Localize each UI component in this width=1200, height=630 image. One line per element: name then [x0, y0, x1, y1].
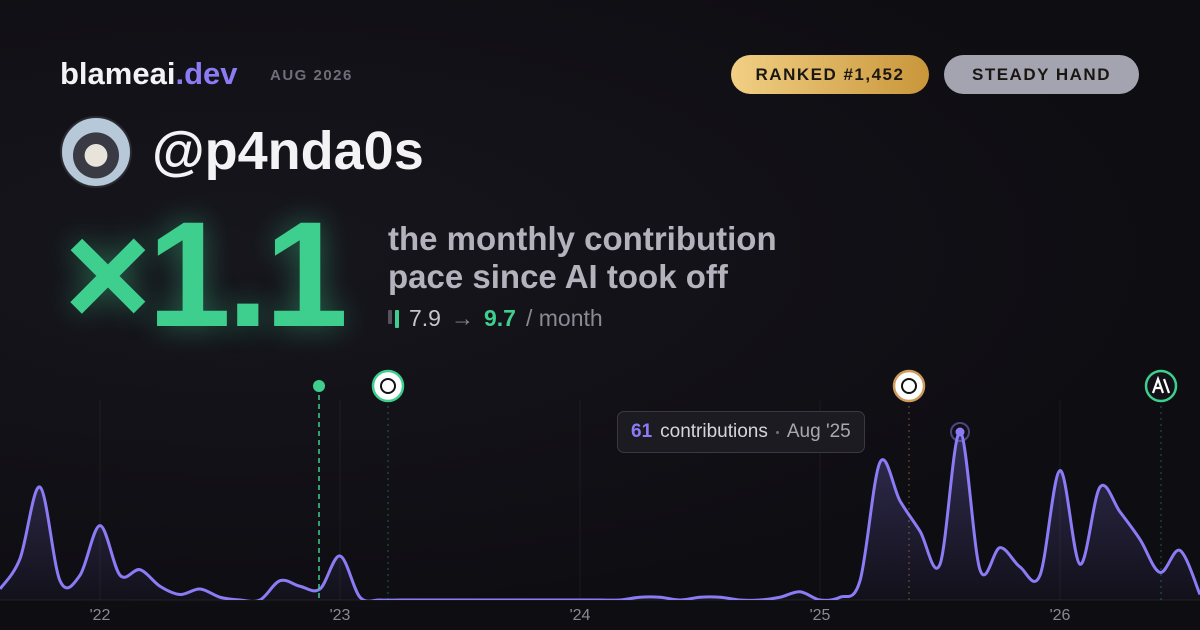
description-line: the monthly contribution — [388, 220, 777, 257]
handle: @p4nda0s — [152, 121, 424, 181]
x-tick-label: '24 — [570, 607, 591, 624]
pace-after: 9.7 — [483, 305, 516, 331]
x-tick-label: '26 — [1050, 607, 1071, 624]
area — [0, 431, 1200, 600]
rank-badge: RANKED #1,452 — [731, 55, 929, 94]
event-icon — [892, 369, 926, 403]
tooltip: 61 contributions Aug '25 — [617, 411, 865, 453]
event-icon-glyph — [1151, 375, 1171, 394]
event-icon-glyph — [380, 378, 396, 394]
plot: '22 '23 '24 '25 '26 — [0, 400, 1200, 624]
brand-name: blameai — [60, 56, 176, 91]
x-tick-label: '23 — [330, 607, 351, 624]
pace-icon — [388, 309, 399, 328]
period: AUG 2026 — [270, 67, 353, 84]
x-tick-label: '22 — [90, 607, 111, 624]
peak-dot — [955, 427, 965, 437]
tooltip-date: Aug '25 — [786, 421, 851, 442]
plot-clip — [0, 430, 1200, 600]
event-icon-glyph — [901, 378, 917, 394]
tooltip-value: 61 — [631, 421, 653, 442]
title-badge: STEADY HAND — [944, 55, 1139, 94]
tooltip-separator — [775, 430, 779, 434]
line — [0, 430, 1200, 600]
pace-arrow: → — [450, 305, 474, 331]
event-icon — [371, 369, 405, 403]
multiplier: ×1.1 — [64, 190, 348, 358]
pace-unit: / month — [525, 305, 603, 331]
peak-ring — [950, 422, 970, 442]
pace-before: 7.9 — [409, 305, 441, 331]
avatar — [60, 116, 132, 188]
tooltip-unit: contributions — [660, 421, 768, 442]
pace: 7.9 → 9.7 / month — [388, 305, 603, 332]
description: the monthly contribution pace since AI t… — [388, 220, 777, 296]
description-line: pace since AI took off — [388, 258, 728, 295]
brand-suffix: .dev — [175, 56, 238, 91]
brand: blameai.dev — [60, 56, 237, 92]
event-dot — [313, 380, 325, 392]
x-tick-label: '25 — [810, 607, 831, 624]
